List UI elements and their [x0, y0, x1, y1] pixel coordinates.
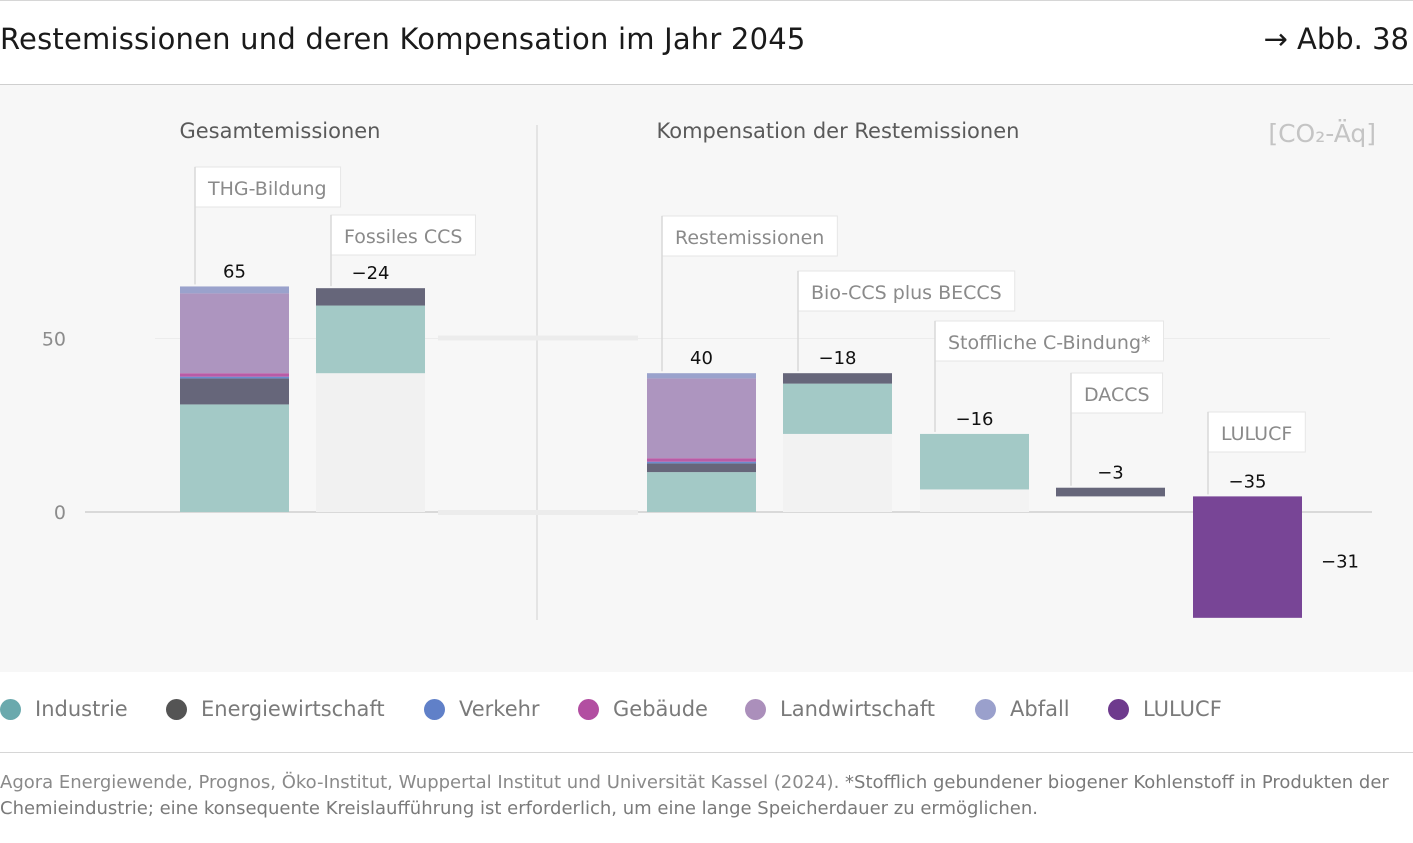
footnote-text: *Stofflich gebundener biogener Kohlensto… [0, 772, 1389, 819]
bar-category-label: Fossiles CCS [344, 226, 462, 248]
source-text: Agora Energiewende, Prognos, Öko-Institu… [0, 772, 840, 793]
bar-value-label: 40 [690, 348, 713, 369]
legend-item-landwirtschaft: Landwirtschaft [745, 697, 935, 721]
bar-value-label: −3 [1097, 463, 1124, 484]
bar-segment-landwirtschaft [180, 293, 289, 374]
legend-label: Energiewirtschaft [201, 697, 385, 721]
header-divider [0, 84, 1413, 85]
legend-dot-verkehr [424, 698, 445, 720]
legend-label: LULUCF [1143, 697, 1222, 721]
legend-label: Verkehr [459, 697, 540, 721]
bar-segment-industrie [783, 383, 892, 434]
unit-label: [CO₂-Äq] [1268, 119, 1376, 148]
bar-value-label: −18 [819, 348, 857, 369]
legend-item-abfall: Abfall [975, 697, 1070, 721]
bar-segment-energiewirtschaft [783, 373, 892, 384]
bar-segment-energiewirtschaft [180, 378, 289, 405]
legend-item-energiewirtschaft: Energiewirtschaft [166, 697, 385, 721]
page-title: Restemissionen und deren Kompensation im… [0, 22, 806, 56]
y-tick-label: 50 [42, 329, 66, 351]
y-tick-label: 0 [54, 502, 66, 524]
legend-dot-industrie [0, 698, 21, 720]
bar-segment-gebäude [647, 458, 756, 462]
bar-category-label: Stoffliche C-Bindung* [948, 332, 1151, 354]
callout-box [934, 320, 1165, 362]
bar-segment-industrie [920, 433, 1029, 490]
legend-dot-landwirtschaft [745, 698, 766, 720]
legend-label: Abfall [1010, 697, 1070, 721]
connector-band [316, 373, 425, 512]
bar-segment-abfall [647, 373, 756, 379]
bar-category-label: DACCS [1084, 384, 1150, 406]
bar-segment-energiewirtschaft [647, 463, 756, 473]
bar-segment-landwirtschaft [647, 378, 756, 459]
connector-band [920, 489, 1029, 512]
legend-dot-lulucf [1108, 698, 1129, 720]
bar-value-label: −16 [956, 409, 994, 430]
bar-segment-industrie [316, 305, 425, 374]
connector-line [438, 335, 638, 341]
bar-segment-verkehr [647, 461, 756, 464]
footer-divider [0, 752, 1413, 753]
legend-dot-gebaeude [578, 698, 599, 720]
legend-item-lulucf: LULUCF [1108, 697, 1222, 721]
bar-segment-energiewirtschaft [316, 288, 425, 306]
legend-item-verkehr: Verkehr [424, 697, 540, 721]
callout-box [330, 214, 476, 256]
bar-segment-verkehr [180, 376, 289, 379]
bar-segment-gebäude [180, 373, 289, 377]
callout-box [797, 270, 1016, 312]
legend-dot-energiewirtschaft [166, 698, 187, 720]
net-result-label: −31 [1321, 552, 1359, 573]
legend-item-industrie: Industrie [0, 697, 128, 721]
connector-line [438, 510, 638, 515]
bar-category-label: Restemissionen [675, 227, 824, 249]
callout-box [1207, 411, 1306, 453]
bar-value-label: −35 [1229, 471, 1267, 492]
connector-band [783, 433, 892, 512]
legend-dot-abfall [975, 698, 996, 720]
callout-box [661, 215, 838, 257]
source-note: Agora Energiewende, Prognos, Öko-Institu… [0, 770, 1405, 822]
bar-category-label: LULUCF [1221, 423, 1292, 445]
panel-title: Kompensation der Restemissionen [657, 119, 1020, 143]
bar-category-label: THG-Bildung [207, 178, 327, 200]
bar-value-label: 65 [223, 261, 246, 282]
bar-segment-lulucf [1193, 496, 1302, 618]
bar-category-label: Bio-CCS plus BECCS [811, 282, 1002, 304]
callout-box [1070, 372, 1164, 414]
bar-segment-industrie [647, 472, 756, 512]
legend-label: Landwirtschaft [780, 697, 936, 721]
bar-segment-abfall [180, 286, 289, 294]
callout-box [194, 166, 342, 208]
top-rule [0, 0, 1413, 1]
figure-reference-link[interactable]: → Abb. 38 [1263, 22, 1409, 56]
panel-title: Gesamtemissionen [179, 119, 380, 143]
legend-item-gebaeude: Gebäude [578, 697, 708, 721]
legend-label: Industrie [35, 697, 128, 721]
bar-value-label: −24 [352, 263, 390, 284]
bar-segment-energiewirtschaft [1056, 487, 1165, 497]
legend-label: Gebäude [613, 697, 708, 721]
bar-segment-industrie [180, 404, 289, 512]
